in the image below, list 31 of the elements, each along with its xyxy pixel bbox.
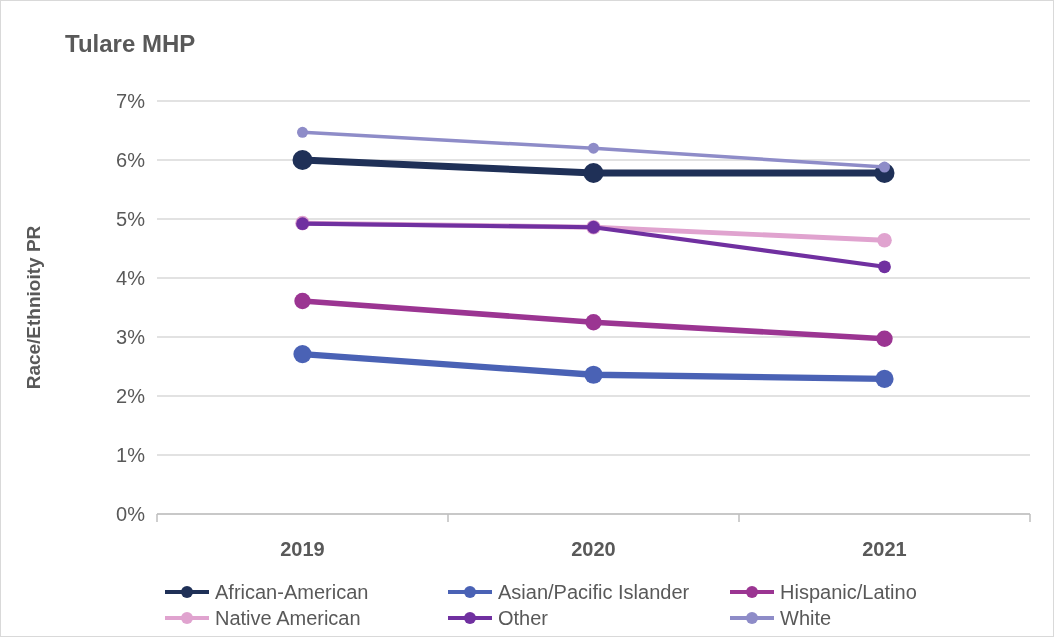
point bbox=[584, 365, 603, 384]
y-tick-label: 2% bbox=[116, 385, 146, 407]
y-tick-label: 5% bbox=[116, 208, 146, 230]
point bbox=[293, 345, 312, 364]
y-tick-label: 7% bbox=[116, 90, 146, 112]
x-tick-label: 2021 bbox=[862, 538, 907, 560]
point bbox=[292, 150, 313, 170]
x-tick-label: 2020 bbox=[571, 538, 616, 560]
legend-label: White bbox=[780, 607, 832, 629]
point bbox=[877, 232, 892, 248]
legend-label: African-American bbox=[215, 581, 369, 603]
point bbox=[297, 126, 308, 138]
point bbox=[878, 260, 891, 274]
point bbox=[585, 314, 602, 331]
x-tick-label: 2019 bbox=[280, 538, 325, 560]
point bbox=[875, 369, 894, 388]
legend-label: Other bbox=[498, 607, 549, 629]
legend-label: Hispanic/Latino bbox=[780, 581, 917, 603]
y-tick-label: 1% bbox=[116, 444, 146, 466]
point bbox=[876, 330, 893, 347]
point bbox=[588, 142, 599, 154]
point bbox=[583, 162, 604, 183]
y-tick-label: 0% bbox=[116, 503, 146, 525]
y-tick-label: 4% bbox=[116, 267, 146, 289]
y-tick-label: 6% bbox=[116, 149, 146, 171]
legend-label: Native American bbox=[215, 607, 361, 629]
legend-label: Asian/Pacific Islander bbox=[498, 581, 690, 603]
y-tick-label: 3% bbox=[116, 326, 146, 348]
point bbox=[294, 292, 311, 310]
chart-title: Tulare MHP bbox=[65, 30, 196, 57]
y-axis-title: Race/Ethnioity PR bbox=[23, 225, 44, 390]
